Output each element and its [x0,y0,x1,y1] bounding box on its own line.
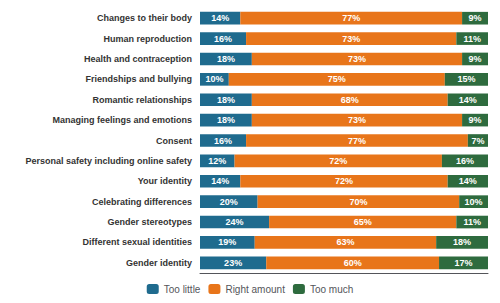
svg-text:18%: 18% [217,115,235,125]
svg-text:Health and contraception: Health and contraception [84,54,192,64]
svg-text:68%: 68% [341,95,359,105]
svg-text:Gender stereotypes: Gender stereotypes [107,217,192,227]
svg-text:23%: 23% [224,258,242,268]
svg-text:16%: 16% [456,156,474,166]
svg-text:77%: 77% [342,13,360,23]
svg-text:17%: 17% [455,258,473,268]
svg-text:12%: 12% [208,156,226,166]
svg-text:Too little: Too little [164,284,201,295]
svg-text:16%: 16% [214,136,232,146]
svg-text:Consent: Consent [156,136,192,146]
svg-text:11%: 11% [463,34,481,44]
svg-text:Changes to their body: Changes to their body [97,13,192,23]
svg-text:18%: 18% [217,54,235,64]
svg-text:19%: 19% [218,237,236,247]
svg-text:Human reproduction: Human reproduction [103,34,192,44]
svg-text:Managing feelings and emotions: Managing feelings and emotions [52,115,192,125]
svg-text:77%: 77% [348,136,366,146]
svg-text:73%: 73% [348,54,366,64]
svg-text:Too much: Too much [310,284,353,295]
svg-text:63%: 63% [336,237,354,247]
svg-text:Celebrating differences: Celebrating differences [92,197,192,207]
svg-text:75%: 75% [328,74,346,84]
svg-text:16%: 16% [214,34,232,44]
svg-text:70%: 70% [349,197,367,207]
svg-text:Different sexual identities: Different sexual identities [82,237,192,247]
svg-text:14%: 14% [211,13,229,23]
svg-text:Romantic relationships: Romantic relationships [92,95,192,105]
svg-text:14%: 14% [459,176,477,186]
svg-text:15%: 15% [457,74,475,84]
svg-text:72%: 72% [335,176,353,186]
svg-text:Your identity: Your identity [138,176,192,186]
svg-text:Personal safety including onli: Personal safety including online safety [25,156,192,166]
svg-text:72%: 72% [329,156,347,166]
svg-text:9%: 9% [469,115,482,125]
svg-text:10%: 10% [465,197,483,207]
svg-text:18%: 18% [453,237,471,247]
svg-text:Gender identity: Gender identity [126,258,192,268]
svg-text:14%: 14% [459,95,477,105]
svg-text:9%: 9% [469,13,482,23]
svg-text:20%: 20% [220,197,238,207]
svg-text:73%: 73% [342,34,360,44]
svg-text:Friendships and bullying: Friendships and bullying [85,74,192,84]
svg-text:Right amount: Right amount [225,284,285,295]
svg-text:24%: 24% [226,217,244,227]
svg-text:73%: 73% [348,115,366,125]
svg-text:65%: 65% [354,217,372,227]
svg-text:60%: 60% [344,258,362,268]
svg-text:11%: 11% [463,217,481,227]
svg-text:10%: 10% [205,74,223,84]
svg-text:14%: 14% [211,176,229,186]
svg-text:18%: 18% [217,95,235,105]
svg-text:9%: 9% [469,54,482,64]
svg-text:7%: 7% [471,136,484,146]
